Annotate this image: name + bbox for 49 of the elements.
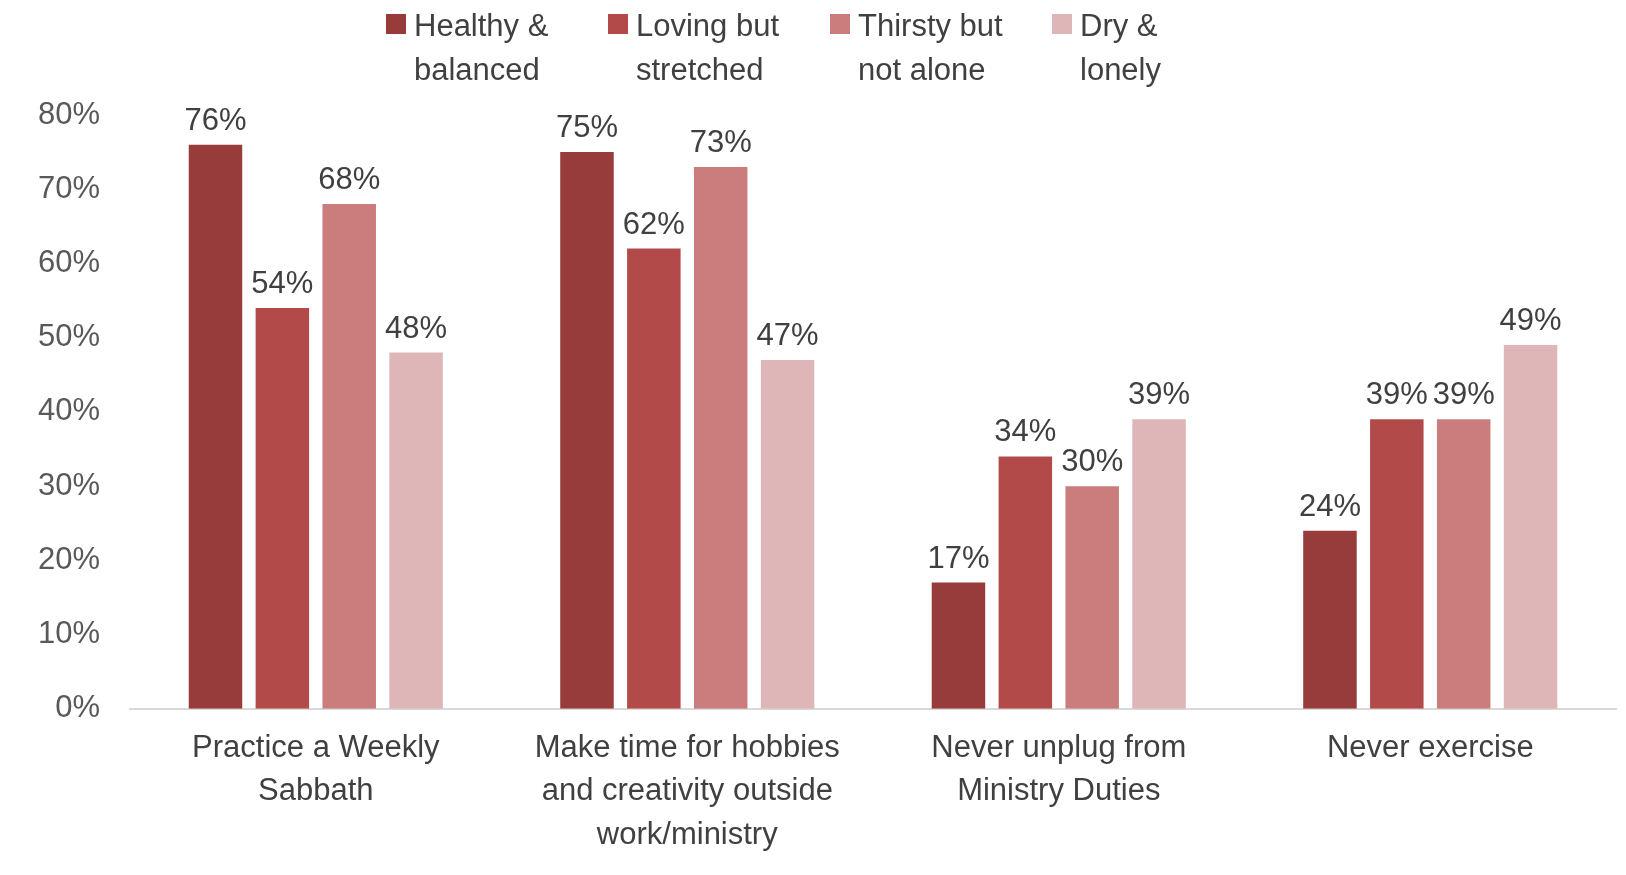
bar <box>693 166 748 709</box>
bar <box>560 152 614 709</box>
data-label: 39% <box>1432 376 1495 412</box>
bar <box>1132 419 1186 709</box>
y-tick-label: 0% <box>55 689 101 725</box>
bar <box>1370 419 1424 709</box>
data-label: 49% <box>1499 302 1562 338</box>
y-tick-label: 50% <box>38 318 101 354</box>
bar <box>1065 486 1119 709</box>
data-label: 39% <box>1128 376 1191 412</box>
legend-label: Dry & lonely <box>1080 7 1162 89</box>
y-tick-label: 40% <box>38 392 101 428</box>
data-label: 68% <box>318 161 381 197</box>
data-label: 73% <box>689 124 752 159</box>
data-label: 54% <box>251 265 314 301</box>
data-label: 17% <box>927 539 990 575</box>
legend-label: Thirsty but not alone <box>858 7 1004 89</box>
bar <box>255 307 310 709</box>
data-label: 62% <box>622 205 685 241</box>
data-label: 48% <box>385 309 448 345</box>
bar <box>931 582 986 709</box>
x-tick-label: Never unplug from Ministry Duties <box>931 729 1187 808</box>
legend-label: Loving but stretched <box>636 7 781 89</box>
y-tick-label: 20% <box>38 540 101 576</box>
data-label: 76% <box>184 101 247 137</box>
y-tick-label: 80% <box>38 95 101 131</box>
data-label: 30% <box>1061 443 1124 479</box>
bar <box>1503 345 1558 709</box>
legend-label: Healthy & balanced <box>414 7 550 89</box>
y-tick-label: 60% <box>38 244 101 279</box>
bar <box>760 359 815 709</box>
bar <box>322 204 376 709</box>
data-label: 75% <box>555 109 618 145</box>
y-tick-label: 10% <box>38 615 101 651</box>
y-tick-label: 30% <box>38 466 101 502</box>
bar <box>1436 419 1491 709</box>
bar <box>188 144 243 709</box>
x-tick-label: Make time for hobbies and creativity outside work/ministry <box>534 729 840 851</box>
x-tick-label: Never exercise <box>1326 729 1534 765</box>
bar <box>998 456 1053 709</box>
data-label: 34% <box>994 413 1057 449</box>
y-tick-label: 70% <box>38 169 101 205</box>
bar <box>1303 530 1357 709</box>
bar <box>389 352 443 709</box>
data-label: 39% <box>1365 376 1428 412</box>
data-label: 24% <box>1298 487 1361 523</box>
data-label: 47% <box>756 316 819 352</box>
bar <box>627 248 681 709</box>
x-tick-label: Practice a Weekly Sabbath <box>192 729 441 808</box>
